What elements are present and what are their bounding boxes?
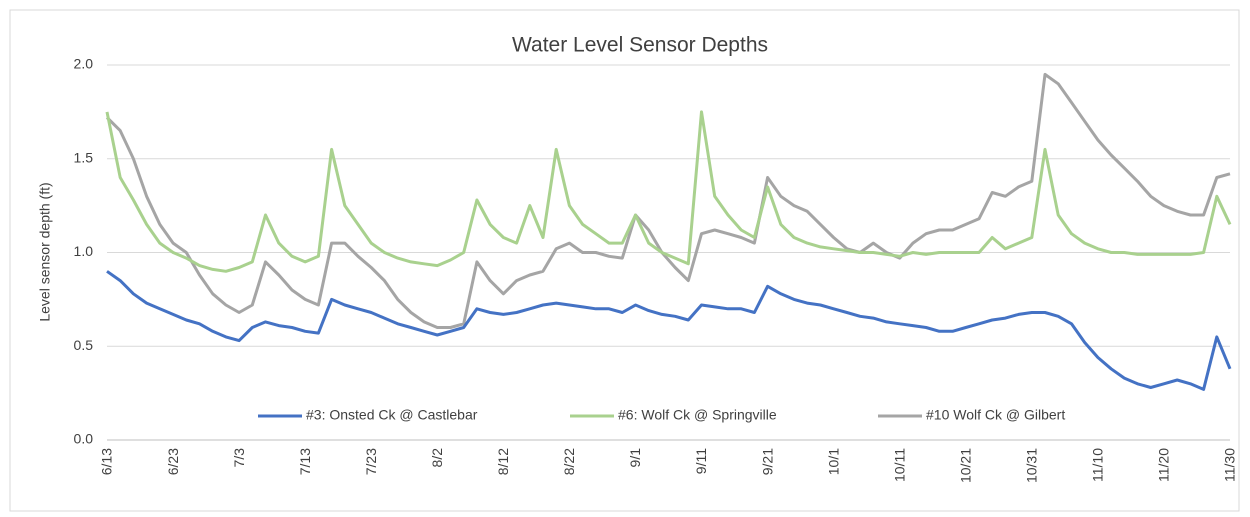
x-tick-label: 7/13 [297,448,313,475]
x-tick-label: 6/23 [165,448,181,475]
legend-label: #10 Wolf Ck @ Gilbert [926,407,1065,423]
chart-border [9,9,1240,512]
x-tick-label: 8/2 [429,448,445,468]
x-tick-label: 10/31 [1024,448,1040,483]
data-line [106,270,1232,391]
legend-label: #6: Wolf Ck @ Springville [618,407,777,423]
x-tick-label: 7/3 [231,448,247,468]
y-tick-label: 2.0 [74,56,94,72]
x-tick-label: 9/21 [759,448,775,475]
x-tick-label: 11/20 [1156,448,1172,482]
x-tick-label: 11/30 [1222,448,1238,482]
x-tick-label: 9/1 [627,448,643,468]
x-tick-label: 8/12 [495,448,511,475]
x-tick-label: 10/21 [957,448,973,483]
y-tick-label: 1.5 [74,149,94,165]
chart-title: Water Level Sensor Depths [512,34,768,57]
x-tick-label: 10/1 [825,448,841,475]
x-tick-label: 7/23 [363,448,379,475]
y-tick-label: 0.0 [74,431,94,447]
data-line [105,110,1232,273]
legend-label: #3: Onsted Ck @ Castlebar [306,407,478,423]
y-tick-label: 1.0 [74,243,94,259]
y-tick-label: 0.5 [74,337,94,353]
x-tick-label: 10/11 [891,448,907,482]
data-line [105,72,1231,329]
x-tick-label: 8/22 [561,448,577,475]
x-tick-label: 6/13 [99,448,115,475]
x-tick-label: 11/10 [1090,448,1106,482]
y-axis-label: Level sensor depth (ft) [37,182,53,321]
x-tick-label: 9/11 [693,448,709,474]
